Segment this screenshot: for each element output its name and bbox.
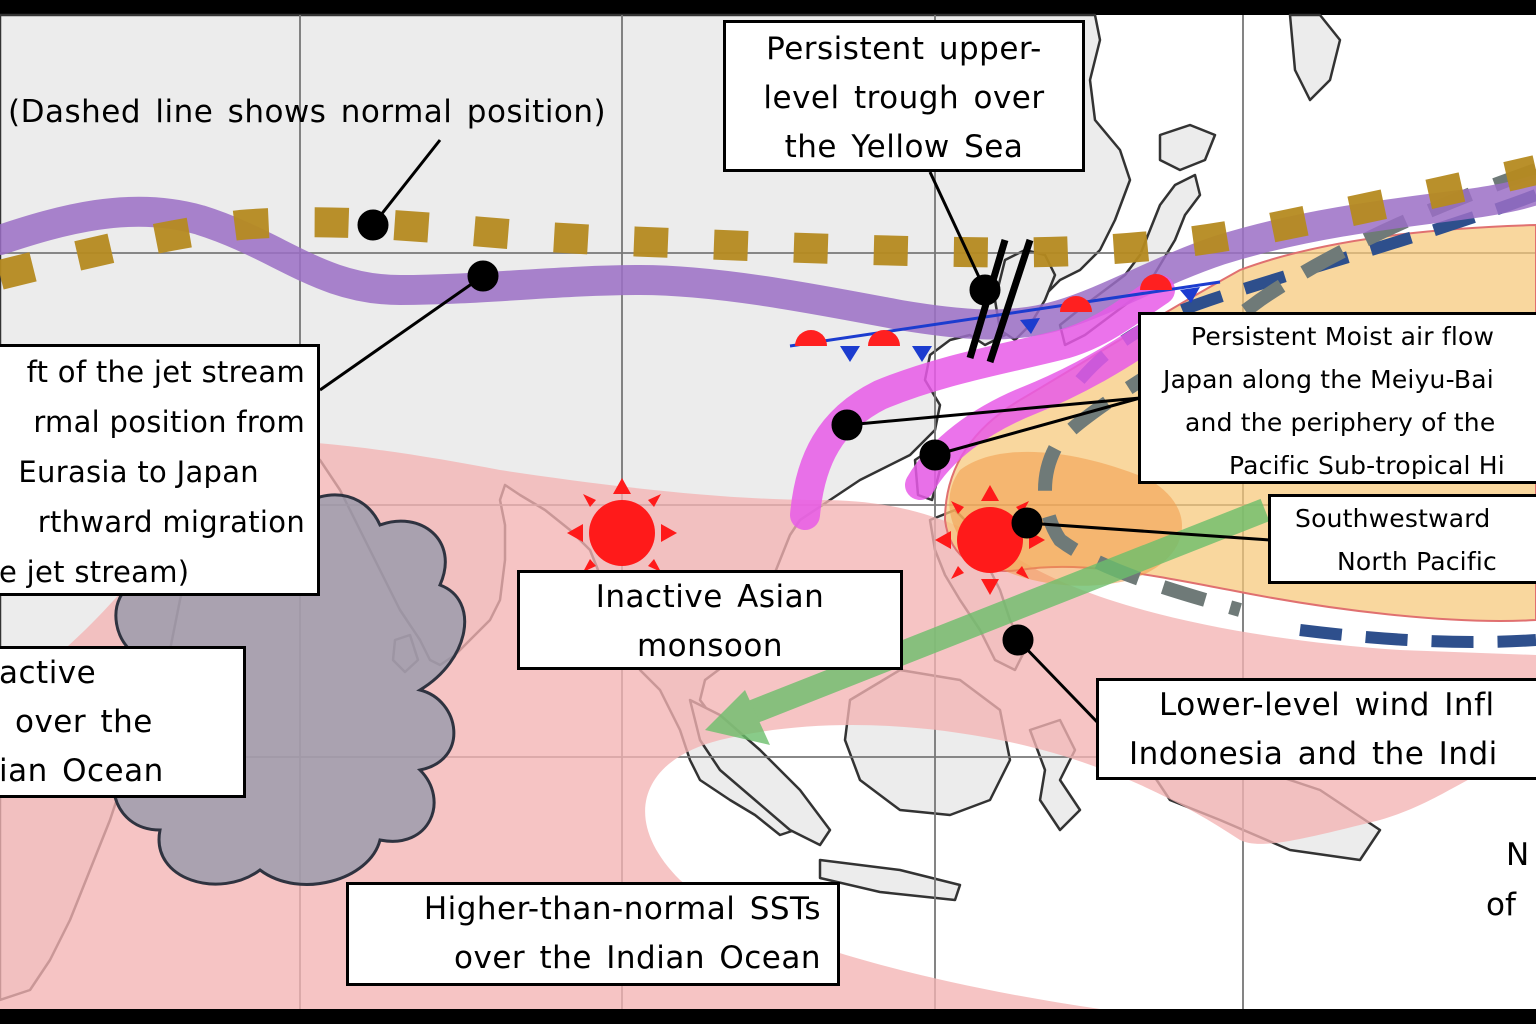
edge-label-bottom: of	[1486, 887, 1516, 923]
callout-lower-level-wind: Lower-level wind Infl Indonesia and the …	[1096, 678, 1536, 780]
land-kamchatka	[1288, 13, 1342, 102]
stationary-front	[789, 274, 1221, 362]
callout-line: monsoon	[636, 628, 784, 664]
callout-line: Higher-than-normal SSTs	[423, 891, 821, 927]
edge-label-top: N	[1506, 837, 1530, 873]
jet-stream-line	[0, 175, 1536, 340]
callout-line: rthward migration	[37, 505, 305, 539]
low-level-wind-arrow	[705, 498, 1270, 745]
land-hokkaido	[1158, 123, 1217, 172]
callout-line: Pacific Sub-tropical Hi	[1229, 451, 1505, 480]
callout-line: and the periphery of the	[1185, 408, 1496, 437]
callout-line: ft of the jet stream	[26, 355, 305, 389]
callout-southwestward: Southwestward North Pacific	[1268, 494, 1536, 584]
callout-line: ian Ocean	[0, 753, 164, 789]
callout-higher-sst: Higher-than-normal SSTs over the Indian …	[346, 882, 840, 986]
callout-line: Southwestward	[1295, 504, 1491, 533]
callout-line: rmal position from	[33, 405, 305, 439]
callout-line: the Yellow Sea	[784, 129, 1024, 165]
jet-normal-position-line	[0, 155, 1536, 290]
callout-line: e jet stream)	[0, 555, 190, 589]
pacific-high-normal-line	[1075, 189, 1536, 384]
pacific-high-normal-line-south	[1299, 624, 1536, 648]
normal-position-note: (Dashed line shows normal position)	[8, 94, 607, 130]
callout-line: active	[0, 655, 97, 691]
callout-line: Persistent upper-	[766, 31, 1042, 67]
callout-line: Lower-level wind Infl	[1159, 687, 1495, 723]
callout-line: over the	[15, 704, 153, 740]
callout-line: North Pacific	[1337, 547, 1497, 576]
callout-line: Indonesia and the Indi	[1129, 736, 1498, 772]
leader-lines	[319, 139, 1271, 727]
callout-line: Eurasia to Japan	[18, 455, 259, 489]
callout-line: Persistent Moist air flow	[1191, 322, 1495, 351]
callout-line: level trough over	[763, 80, 1045, 116]
callout-inactive-asian-monsoon: Inactive Asian monsoon	[517, 570, 903, 670]
callout-line: Japan along the Meiyu-Bai	[1163, 365, 1494, 394]
callout-line: over the Indian Ocean	[454, 940, 821, 976]
callout-line: Inactive Asian	[595, 579, 825, 615]
callout-jet-stream-shift: ft of the jet stream rmal position from …	[0, 344, 320, 596]
callout-upper-trough: Persistent upper- level trough over the …	[723, 20, 1085, 172]
land-java	[818, 858, 962, 902]
callout-inactive-convection: active over the ian Ocean	[0, 646, 246, 798]
callout-moist-air-flow: Persistent Moist air flow Japan along th…	[1138, 312, 1536, 484]
